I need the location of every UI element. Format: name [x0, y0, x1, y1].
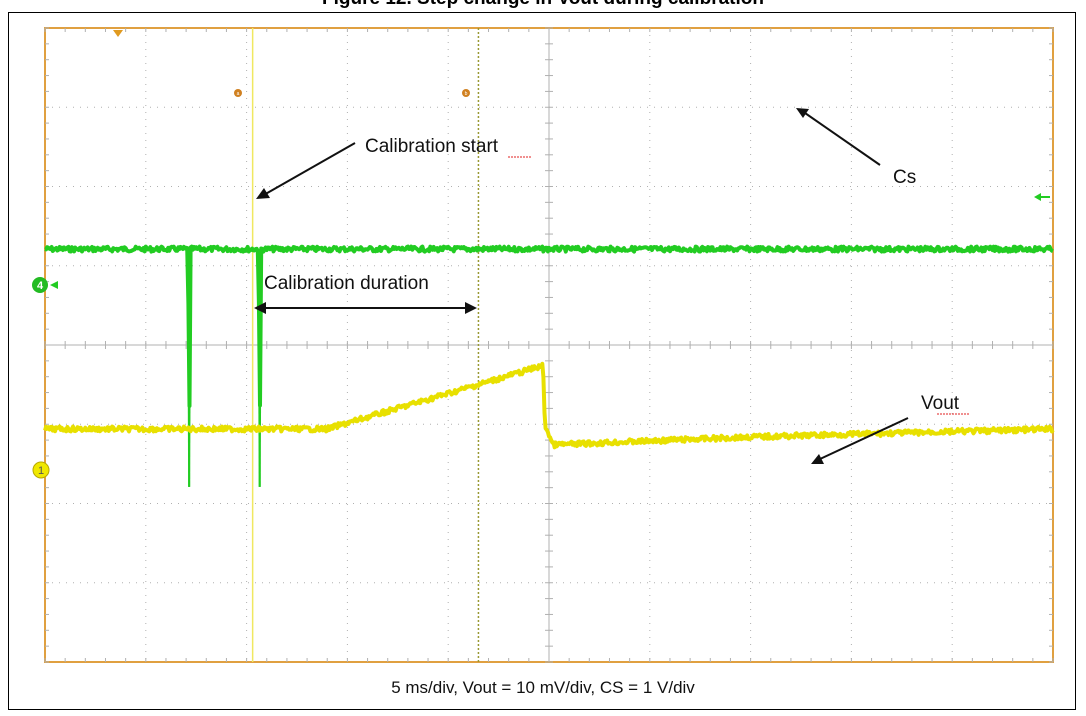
channel-4-label: 4	[37, 280, 44, 292]
channel-1-label: 1	[38, 465, 44, 477]
annotations: Calibration start Calibration duration C…	[254, 108, 969, 464]
trace-cs-edge	[188, 249, 192, 487]
channel-1-marker	[32, 461, 50, 479]
cursor-a-label: a	[237, 91, 240, 97]
waveform-traces	[43, 28, 1055, 662]
graticule	[44, 27, 1054, 663]
vout-label: Vout	[921, 393, 960, 414]
scope-overlay: 4 1 a b	[32, 30, 1050, 479]
cursor-b-marker	[462, 89, 470, 97]
trace-cs-edge	[258, 249, 262, 487]
channel-4-marker	[32, 277, 48, 293]
calibration-start-label: Calibration start	[365, 136, 499, 157]
figure-caption: 5 ms/div, Vout = 10 mV/div, CS = 1 V/div	[391, 678, 695, 697]
cursor-b-label: b	[465, 91, 468, 97]
calibration-duration-arrowhead-right	[465, 302, 477, 314]
cs-arrow	[804, 112, 881, 166]
calibration-start-arrow	[261, 142, 356, 197]
vout-arrow	[819, 417, 909, 460]
figure-title: Figure 12. Step change in Vout during ca…	[0, 0, 1086, 10]
trigger-level-arrow	[1034, 193, 1050, 201]
calibration-duration-arrowhead-left	[254, 302, 266, 314]
vout-arrowhead	[811, 454, 824, 464]
channel-4-arrow	[50, 281, 58, 289]
calibration-duration-label: Calibration duration	[264, 273, 429, 294]
calibration-start-arrowhead	[256, 188, 270, 199]
cs-label: Cs	[893, 167, 916, 188]
figure-title-clipped: Figure 12. Step change in Vout during ca…	[0, 0, 1086, 12]
cursor-a-marker	[234, 89, 242, 97]
trace-cs	[44, 244, 1054, 408]
trace-vout	[43, 361, 1055, 450]
trace-vout-edge	[541, 365, 546, 426]
trigger-position-marker	[113, 30, 123, 37]
cs-arrowhead	[796, 108, 809, 118]
